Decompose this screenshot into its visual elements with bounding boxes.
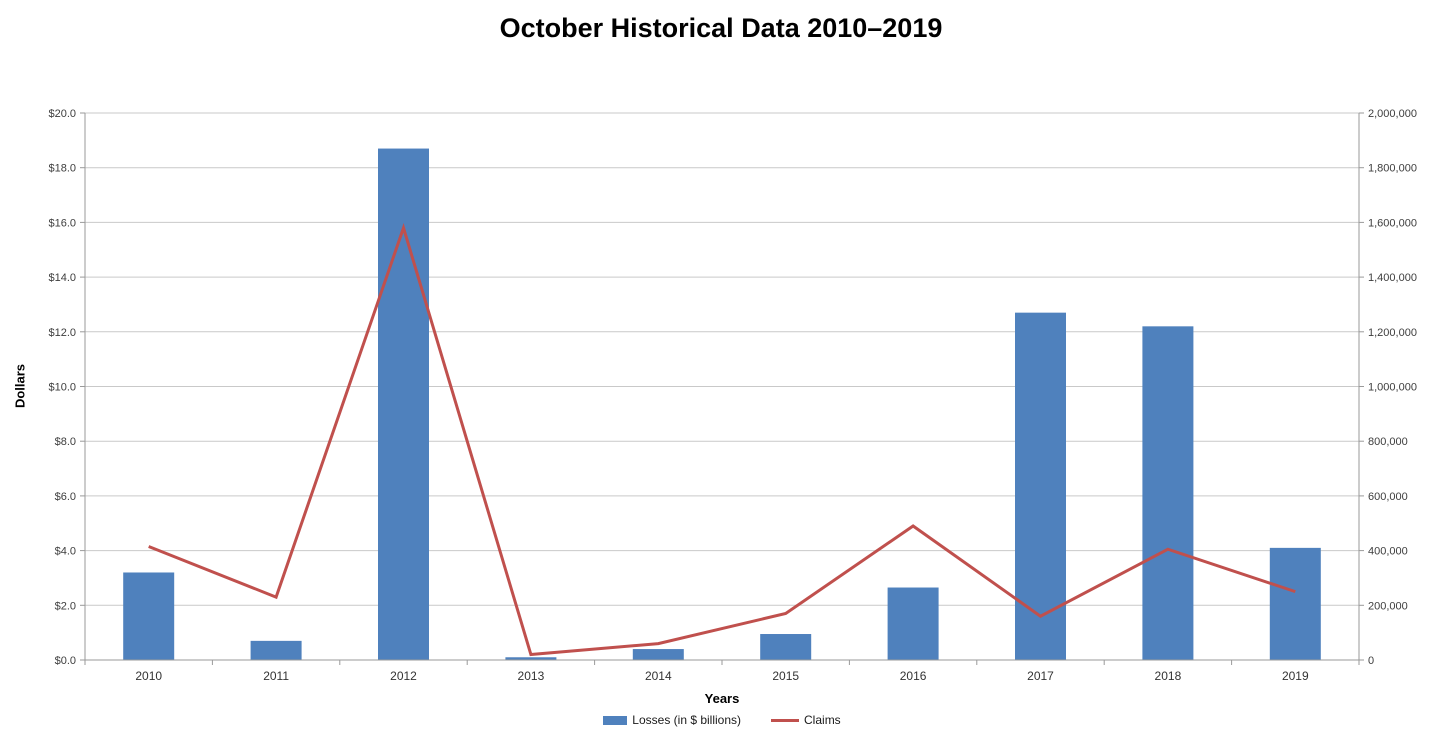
y-left-tick-label: $12.0 (48, 327, 76, 339)
x-category-label: 2013 (518, 669, 545, 683)
y-right-tick-label: 1,400,000 (1368, 272, 1417, 284)
x-category-label: 2019 (1282, 669, 1309, 683)
bar-2012 (378, 148, 429, 660)
y-axis-title: Dollars (12, 363, 28, 409)
chart-title: October Historical Data 2010–2019 (499, 13, 943, 43)
legend-item-claims: Claims (771, 713, 841, 727)
bar-2019 (1269, 547, 1321, 660)
y-left-tick-label: $0.0 (55, 655, 76, 667)
bar-2017 (1015, 312, 1066, 660)
x-category-label: 2015 (772, 669, 799, 683)
y-right-tick-label: 1,000,000 (1368, 382, 1417, 394)
y-left-tick-label: $6.0 (55, 491, 76, 503)
y-left-tick-label: $4.0 (55, 546, 76, 558)
claims-line (148, 222, 1296, 657)
x-category-label: 2011 (263, 669, 289, 683)
y-right-tick-label: 600,000 (1368, 491, 1408, 503)
bar-2014 (632, 649, 684, 660)
bar-2011 (250, 640, 302, 660)
y-right-tick-label: 400,000 (1368, 546, 1408, 558)
y-right-tick-label: 200,000 (1368, 600, 1408, 612)
y-left-tick-label: $2.0 (55, 600, 76, 612)
y-right-tick-label: 1,600,000 (1368, 217, 1417, 229)
claims-swatch-icon (771, 718, 800, 722)
legend-claims-label: Claims (804, 713, 841, 727)
x-category-label: 2010 (135, 669, 162, 683)
bar-2010 (123, 572, 175, 660)
y-left-tick-label: $18.0 (48, 163, 76, 175)
bar-2016 (887, 587, 939, 660)
x-category-label: 2017 (1027, 669, 1054, 683)
losses-swatch-icon (603, 715, 628, 725)
legend: Losses (in $ billions) Claims (85, 713, 1359, 727)
y-right-tick-label: 1,200,000 (1368, 327, 1417, 339)
legend-item-losses: Losses (in $ billions) (603, 713, 741, 727)
y-left-tick-label: $8.0 (55, 436, 76, 448)
y-right-tick-label: 2,000,000 (1368, 108, 1417, 120)
x-category-label: 2018 (1155, 669, 1182, 683)
legend-losses-label: Losses (in $ billions) (632, 713, 742, 727)
bar-2013 (505, 657, 557, 660)
y-right-tick-label: 800,000 (1368, 436, 1408, 448)
x-axis-title: Years (704, 691, 740, 706)
bar-2018 (1142, 326, 1194, 660)
x-category-label: 2014 (645, 669, 672, 683)
y-left-tick-label: $16.0 (48, 217, 76, 229)
x-category-label: 2016 (900, 669, 927, 683)
y-left-tick-label: $10.0 (48, 382, 76, 394)
y-left-tick-label: $20.0 (48, 108, 76, 120)
y-right-tick-label: 0 (1368, 655, 1374, 667)
bar-2015 (760, 634, 812, 660)
x-category-label: 2012 (390, 669, 417, 683)
y-right-tick-label: 1,800,000 (1368, 163, 1417, 175)
y-left-tick-label: $14.0 (48, 272, 76, 284)
